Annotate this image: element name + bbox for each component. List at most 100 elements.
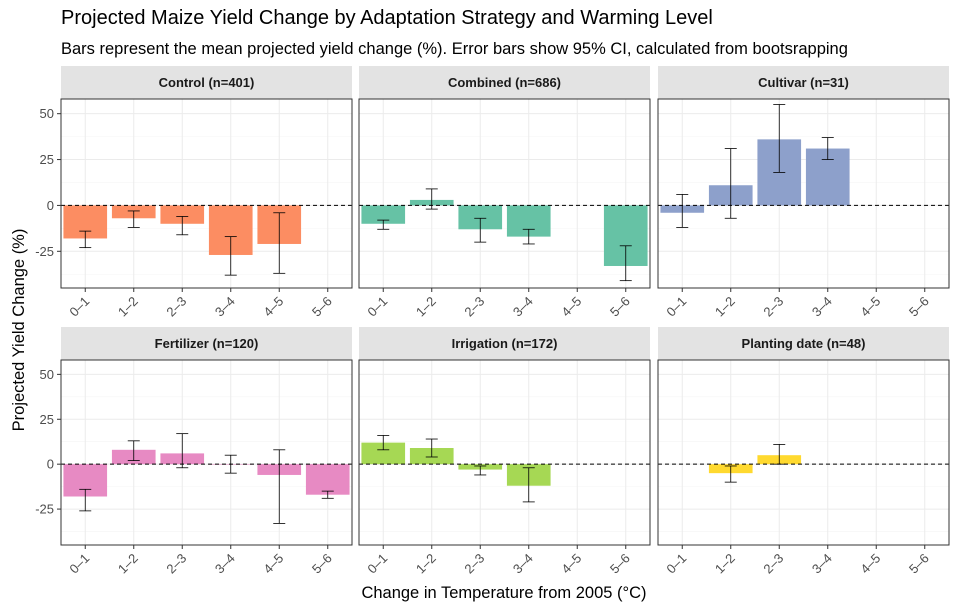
chart-subtitle: Bars represent the mean projected yield … — [61, 40, 848, 58]
x-tick-label: 1–2 — [413, 294, 439, 320]
chart-title: Projected Maize Yield Change by Adaptati… — [61, 7, 713, 29]
x-tick-label: 5–6 — [906, 294, 932, 320]
error-bar — [724, 465, 737, 483]
x-tick-label: 5–6 — [906, 551, 932, 577]
facet-panel: Combined (n=686) 0–1 1–2 2–3 3–4 4–5 5–6 — [358, 66, 651, 320]
error-bar — [79, 488, 92, 512]
x-tick-label: 1–2 — [115, 551, 141, 577]
error-bar — [619, 245, 632, 282]
facet-strip — [359, 327, 650, 360]
panel-border — [657, 98, 950, 289]
y-axis-title: Projected Yield Change (%) — [10, 229, 28, 432]
error-bar — [676, 194, 689, 228]
y-tick-label: 50 — [40, 367, 54, 382]
facet-strip — [61, 327, 352, 360]
error-bar — [474, 217, 487, 243]
error-bar — [773, 104, 786, 173]
panel-border — [60, 359, 353, 546]
facet-panel: Cultivar (n=31) 0–1 1–2 2–3 3–4 4–5 5–6 — [657, 66, 950, 320]
x-tick-label: 4–5 — [857, 551, 883, 577]
facet-strip — [658, 66, 949, 99]
x-tick-label: 2–3 — [461, 294, 487, 320]
error-bar — [321, 490, 334, 499]
x-tick-label: 4–5 — [558, 294, 584, 320]
x-tick-label: 3–4 — [510, 294, 536, 320]
error-bar — [224, 236, 237, 276]
facet-panel: Control (n=401) -25 0 25 50 0–1 1–2 2–3 3–4 4–5 5–… — [35, 66, 353, 320]
facet-label: Combined (n=686) — [448, 75, 561, 90]
error-bar — [425, 438, 438, 458]
gridlines — [658, 360, 949, 545]
x-tick-label: 2–3 — [163, 294, 189, 320]
panel-border — [358, 359, 651, 546]
x-tick-label: 2–3 — [163, 551, 189, 577]
error-bar — [79, 230, 92, 249]
panel-border — [60, 98, 353, 289]
x-tick-label: 5–6 — [607, 294, 633, 320]
x-tick-label: 3–4 — [510, 551, 536, 577]
error-bar — [224, 454, 237, 474]
y-tick-label: 50 — [40, 106, 54, 121]
y-tick-label: 0 — [47, 198, 54, 213]
y-tick-label: 25 — [40, 412, 54, 427]
x-tick-label: 1–2 — [115, 294, 141, 320]
bar — [361, 205, 406, 224]
x-tick-label: 3–4 — [212, 294, 238, 320]
facet-panel: Fertilizer (n=120) -25 0 25 50 0–1 1–2 2–3 3–4 4–… — [35, 327, 353, 577]
x-tick-label: 4–5 — [558, 551, 584, 577]
x-tick-label: 5–6 — [607, 551, 633, 577]
facet-strip — [359, 66, 650, 99]
x-tick-label: 4–5 — [260, 551, 286, 577]
facet-label: Fertilizer (n=120) — [155, 336, 259, 351]
facet-strip — [61, 66, 352, 99]
x-tick-label: 0–1 — [66, 551, 92, 577]
error-bar — [377, 435, 390, 451]
x-tick-label: 0–1 — [66, 294, 92, 320]
y-tick-label: 25 — [40, 152, 54, 167]
x-tick-label: 1–2 — [712, 294, 738, 320]
x-tick-label: 2–3 — [461, 551, 487, 577]
y-tick-label: -25 — [35, 502, 54, 517]
gridlines — [359, 360, 650, 545]
x-axis-title: Change in Temperature from 2005 (°C) — [361, 584, 646, 602]
x-tick-label: 2–3 — [760, 551, 786, 577]
facet-label: Planting date (n=48) — [742, 336, 866, 351]
gridlines — [658, 99, 949, 288]
x-tick-label: 3–4 — [809, 294, 835, 320]
x-tick-label: 0–1 — [364, 294, 390, 320]
error-bar — [724, 148, 737, 219]
error-bar — [522, 228, 535, 245]
facet-strip — [658, 327, 949, 360]
bar — [305, 464, 350, 495]
y-tick-label: 0 — [47, 457, 54, 472]
error-bar — [425, 188, 438, 210]
x-tick-label: 5–6 — [309, 551, 335, 577]
error-bar — [273, 212, 286, 274]
error-bar — [176, 216, 189, 236]
x-tick-label: 2–3 — [760, 294, 786, 320]
bar — [160, 205, 205, 224]
gridlines — [61, 99, 352, 288]
x-tick-label: 0–1 — [663, 551, 689, 577]
y-tick-label: -25 — [35, 244, 54, 259]
x-tick-label: 4–5 — [857, 294, 883, 320]
x-tick-label: 1–2 — [712, 551, 738, 577]
x-tick-label: 0–1 — [663, 294, 689, 320]
panel-border — [657, 359, 950, 546]
bar — [458, 205, 503, 230]
error-bar — [773, 444, 786, 465]
facet-panel: Irrigation (n=172) 0–1 1–2 2–3 3–4 4–5 5–6 — [358, 327, 651, 577]
error-bar — [821, 137, 834, 160]
x-tick-label: 3–4 — [212, 551, 238, 577]
x-tick-label: 5–6 — [309, 294, 335, 320]
error-bar — [127, 440, 140, 461]
error-bar — [273, 449, 286, 524]
error-bar — [377, 219, 390, 230]
facet-label: Cultivar (n=31) — [758, 75, 849, 90]
facet-panel: Planting date (n=48) 0–1 1–2 2–3 3–4 4–5 5–6 — [657, 327, 950, 577]
panel-border — [358, 98, 651, 289]
error-bar — [474, 465, 487, 476]
facet-label: Control (n=401) — [159, 75, 255, 90]
x-tick-label: 1–2 — [413, 551, 439, 577]
